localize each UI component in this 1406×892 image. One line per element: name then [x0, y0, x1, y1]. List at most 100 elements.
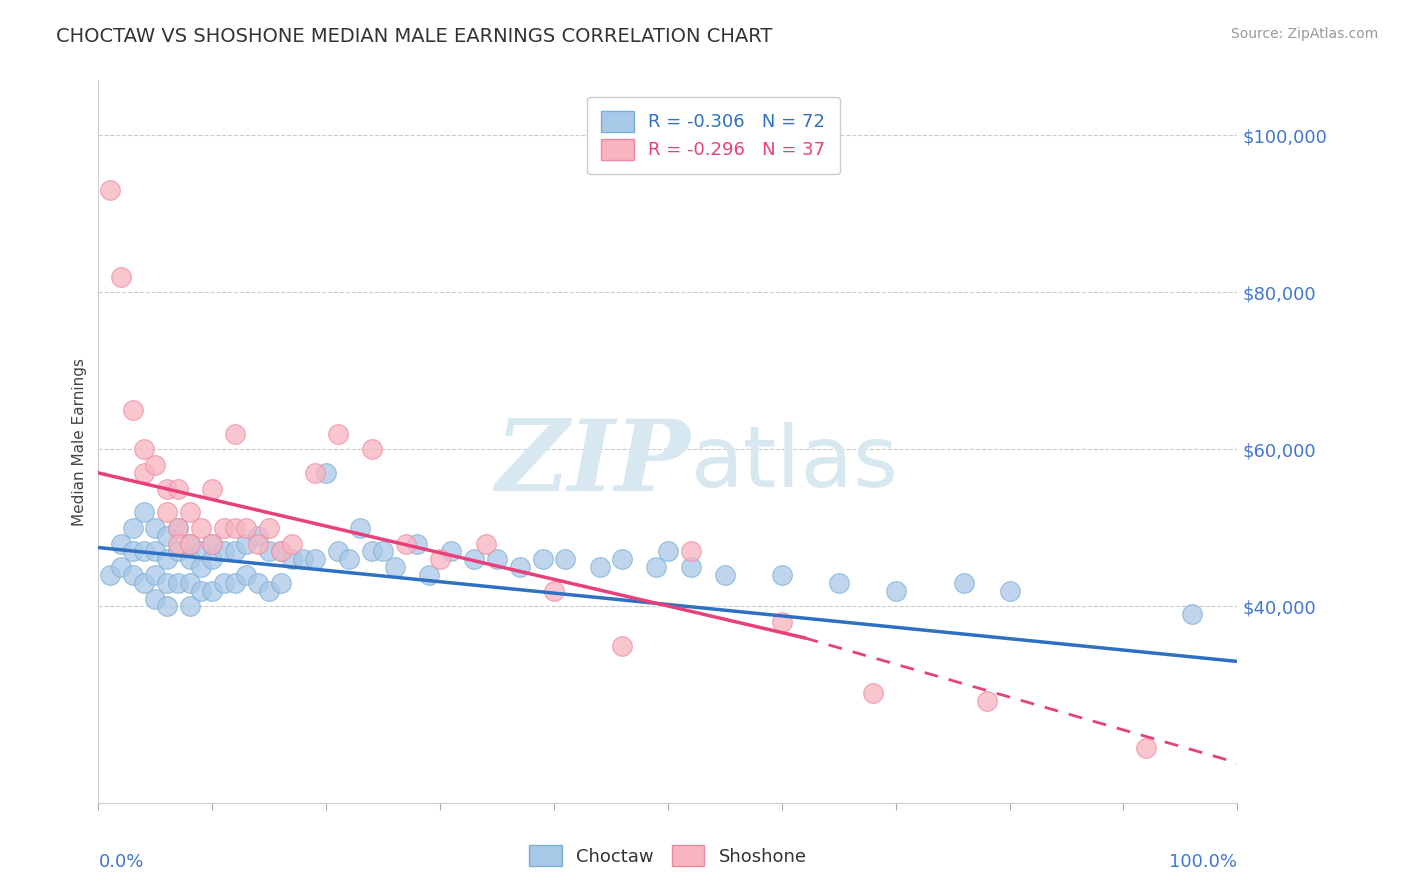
Point — [281, 536, 304, 550]
Point — [337, 552, 360, 566]
Point — [246, 575, 269, 590]
Point — [543, 583, 565, 598]
Point — [235, 536, 257, 550]
Point — [156, 505, 179, 519]
Point — [201, 552, 224, 566]
Point — [1181, 607, 1204, 622]
Point — [121, 521, 143, 535]
Point — [167, 544, 190, 558]
Point — [190, 521, 212, 535]
Point — [259, 544, 281, 558]
Text: atlas: atlas — [690, 422, 898, 505]
Point — [167, 521, 190, 535]
Point — [167, 575, 190, 590]
Text: CHOCTAW VS SHOSHONE MEDIAN MALE EARNINGS CORRELATION CHART: CHOCTAW VS SHOSHONE MEDIAN MALE EARNINGS… — [56, 27, 773, 45]
Point — [486, 552, 509, 566]
Point — [132, 544, 155, 558]
Point — [190, 560, 212, 574]
Point — [770, 568, 793, 582]
Point — [292, 552, 315, 566]
Point — [167, 482, 190, 496]
Point — [884, 583, 907, 598]
Point — [224, 521, 246, 535]
Point — [998, 583, 1021, 598]
Text: ZIP: ZIP — [496, 415, 690, 511]
Point — [235, 568, 257, 582]
Point — [828, 575, 851, 590]
Point — [156, 575, 179, 590]
Point — [110, 536, 132, 550]
Point — [98, 183, 121, 197]
Point — [179, 536, 201, 550]
Point — [371, 544, 394, 558]
Point — [612, 639, 634, 653]
Point — [395, 536, 418, 550]
Point — [145, 544, 167, 558]
Point — [179, 575, 201, 590]
Point — [212, 521, 235, 535]
Point — [531, 552, 554, 566]
Point — [212, 575, 235, 590]
Point — [588, 560, 610, 574]
Point — [201, 583, 224, 598]
Point — [201, 536, 224, 550]
Point — [509, 560, 531, 574]
Point — [679, 560, 702, 574]
Point — [179, 505, 201, 519]
Point — [132, 575, 155, 590]
Legend: Choctaw, Shoshone: Choctaw, Shoshone — [529, 846, 807, 866]
Point — [132, 505, 155, 519]
Point — [132, 442, 155, 457]
Point — [463, 552, 485, 566]
Point — [201, 536, 224, 550]
Point — [304, 552, 326, 566]
Point — [554, 552, 576, 566]
Point — [190, 544, 212, 558]
Point — [259, 521, 281, 535]
Point — [315, 466, 337, 480]
Point — [156, 482, 179, 496]
Point — [360, 442, 382, 457]
Point — [281, 552, 304, 566]
Point — [953, 575, 976, 590]
Point — [770, 615, 793, 630]
Point — [110, 560, 132, 574]
Point — [179, 536, 201, 550]
Point — [179, 599, 201, 614]
Point — [360, 544, 382, 558]
Point — [145, 521, 167, 535]
Y-axis label: Median Male Earnings: Median Male Earnings — [72, 358, 87, 525]
Point — [440, 544, 463, 558]
Point — [270, 575, 292, 590]
Point — [406, 536, 429, 550]
Point — [98, 568, 121, 582]
Point — [156, 552, 179, 566]
Point — [145, 591, 167, 606]
Point — [349, 521, 371, 535]
Point — [418, 568, 440, 582]
Text: 0.0%: 0.0% — [98, 854, 143, 871]
Point — [145, 458, 167, 472]
Point — [384, 560, 406, 574]
Point — [714, 568, 737, 582]
Point — [190, 583, 212, 598]
Point — [201, 482, 224, 496]
Point — [110, 269, 132, 284]
Point — [121, 403, 143, 417]
Point — [1135, 740, 1157, 755]
Point — [145, 568, 167, 582]
Point — [224, 575, 246, 590]
Point — [612, 552, 634, 566]
Point — [326, 544, 349, 558]
Point — [976, 694, 998, 708]
Point — [156, 529, 179, 543]
Point — [429, 552, 451, 566]
Text: Source: ZipAtlas.com: Source: ZipAtlas.com — [1230, 27, 1378, 41]
Point — [304, 466, 326, 480]
Point — [657, 544, 679, 558]
Point — [121, 544, 143, 558]
Point — [224, 426, 246, 441]
Point — [132, 466, 155, 480]
Point — [259, 583, 281, 598]
Point — [167, 521, 190, 535]
